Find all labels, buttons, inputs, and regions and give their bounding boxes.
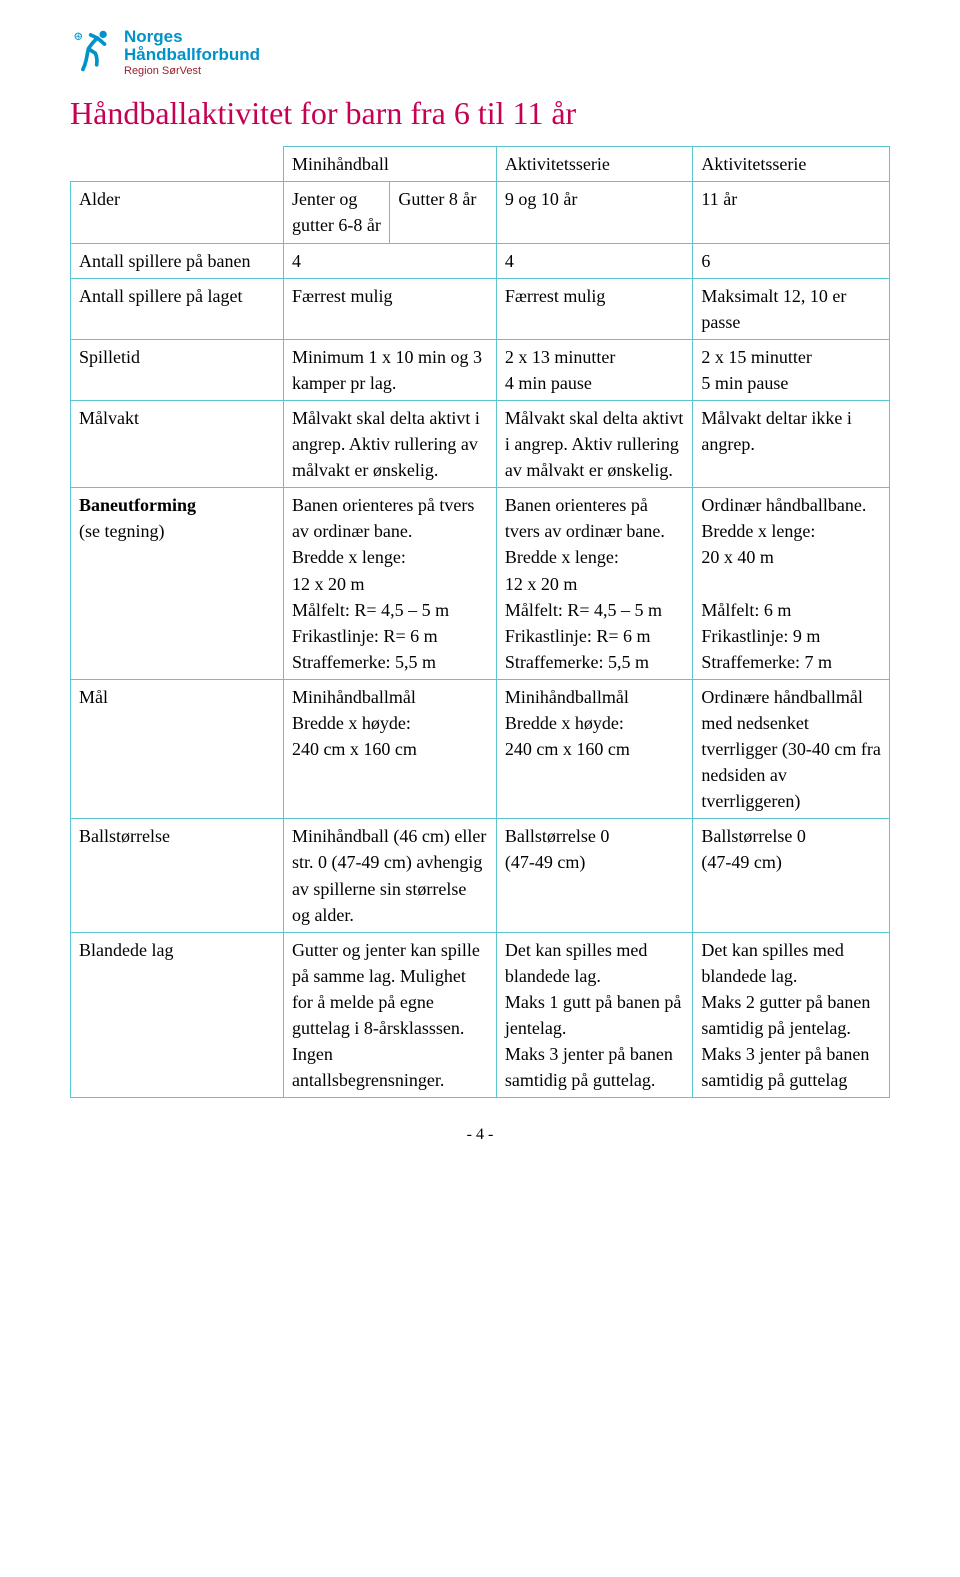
header-aktivitetsserie-2: Aktivitetsserie (693, 147, 890, 182)
cell-alder-b1: Jenter og gutter 6-8 år (283, 182, 389, 243)
row-spilletid: Spilletid Minimum 1 x 10 min og 3 kamper… (71, 339, 890, 400)
header-empty (71, 147, 284, 182)
cell-ballstorrelse-b: Minihåndball (46 cm) eller str. 0 (47-49… (283, 819, 496, 932)
cell-mal-c: MinihåndballmålBredde x høyde:240 cm x 1… (496, 679, 693, 818)
cell-spillere-laget-d: Maksimalt 12, 10 er passe (693, 278, 890, 339)
cell-mal-b: MinihåndballmålBredde x høyde:240 cm x 1… (283, 679, 496, 818)
cell-ballstorrelse-d: Ballstørrelse 0(47-49 cm) (693, 819, 890, 932)
cell-blandede-d: Det kan spilles med blandede lag.Maks 2 … (693, 932, 890, 1098)
header-aktivitetsserie-1: Aktivitetsserie (496, 147, 693, 182)
table-header-row: Minihåndball Aktivitetsserie Aktivitetss… (71, 147, 890, 182)
cell-malvakt-d: Målvakt deltar ikke i angrep. (693, 400, 890, 487)
cell-blandede-c: Det kan spilles med blandede lag.Maks 1 … (496, 932, 693, 1098)
row-ballstorrelse: Ballstørrelse Minihåndball (46 cm) eller… (71, 819, 890, 932)
row-malvakt: Målvakt Målvakt skal delta aktivt i angr… (71, 400, 890, 487)
label-spilletid: Spilletid (71, 339, 284, 400)
cell-blandede-b: Gutter og jenter kan spille på samme lag… (283, 932, 496, 1098)
label-spillere-laget: Antall spillere på laget (71, 278, 284, 339)
cell-ballstorrelse-c: Ballstørrelse 0(47-49 cm) (496, 819, 693, 932)
cell-malvakt-c: Målvakt skal delta aktivt i angrep. Akti… (496, 400, 693, 487)
page-number: - 4 - (70, 1126, 890, 1144)
cell-alder-d: 11 år (693, 182, 890, 243)
logo-text: Norges Håndballforbund Region SørVest (124, 28, 260, 77)
header-minihandbold: Minihåndball (283, 147, 496, 182)
label-alder: Alder (71, 182, 284, 243)
logo-line-1: Norges (124, 28, 260, 46)
logo-line-3: Region SørVest (124, 66, 260, 78)
cell-baneutforming-c: Banen orienteres på tvers av ordinær ban… (496, 488, 693, 680)
page-title: Håndballaktivitet for barn fra 6 til 11 … (70, 95, 890, 132)
logo-block: Norges Håndballforbund Region SørVest (70, 28, 890, 77)
cell-mal-d: Ordinære håndballmål med nedsenket tverr… (693, 679, 890, 818)
cell-alder-b2: Gutter 8 år (390, 182, 496, 243)
label-baneutforming-bold: Baneutforming (79, 495, 196, 515)
cell-malvakt-b: Målvakt skal delta aktivt i angrep. Akti… (283, 400, 496, 487)
row-spillere-laget: Antall spillere på laget Færrest mulig F… (71, 278, 890, 339)
label-ballstorrelse: Ballstørrelse (71, 819, 284, 932)
row-blandede: Blandede lag Gutter og jenter kan spille… (71, 932, 890, 1098)
label-mal: Mål (71, 679, 284, 818)
handball-player-icon (70, 28, 116, 74)
cell-baneutforming-b: Banen orienteres på tvers av ordinær ban… (283, 488, 496, 680)
cell-baneutforming-d: Ordinær håndballbane.Bredde x lenge:20 x… (693, 488, 890, 680)
cell-spilletid-b: Minimum 1 x 10 min og 3 kamper pr lag. (283, 339, 496, 400)
label-blandede: Blandede lag (71, 932, 284, 1098)
cell-spillere-banen-b: 4 (283, 243, 496, 278)
logo-line-2: Håndballforbund (124, 46, 260, 64)
cell-spillere-laget-b: Færrest mulig (283, 278, 496, 339)
cell-alder-c: 9 og 10 år (496, 182, 693, 243)
cell-spillere-banen-d: 6 (693, 243, 890, 278)
row-alder: Alder Jenter og gutter 6-8 år Gutter 8 å… (71, 182, 890, 243)
row-spillere-banen: Antall spillere på banen 4 4 6 (71, 243, 890, 278)
row-baneutforming: Baneutforming (se tegning) Banen orienter… (71, 488, 890, 680)
cell-spillere-banen-c: 4 (496, 243, 693, 278)
cell-spilletid-c: 2 x 13 minutter4 min pause (496, 339, 693, 400)
label-baneutforming: Baneutforming (se tegning) (71, 488, 284, 680)
row-mal: Mål MinihåndballmålBredde x høyde:240 cm… (71, 679, 890, 818)
label-malvakt: Målvakt (71, 400, 284, 487)
label-spillere-banen: Antall spillere på banen (71, 243, 284, 278)
cell-spillere-laget-c: Færrest mulig (496, 278, 693, 339)
cell-spilletid-d: 2 x 15 minutter5 min pause (693, 339, 890, 400)
activity-table: Minihåndball Aktivitetsserie Aktivitetss… (70, 146, 890, 1098)
label-baneutforming-sub: (se tegning) (79, 521, 164, 541)
